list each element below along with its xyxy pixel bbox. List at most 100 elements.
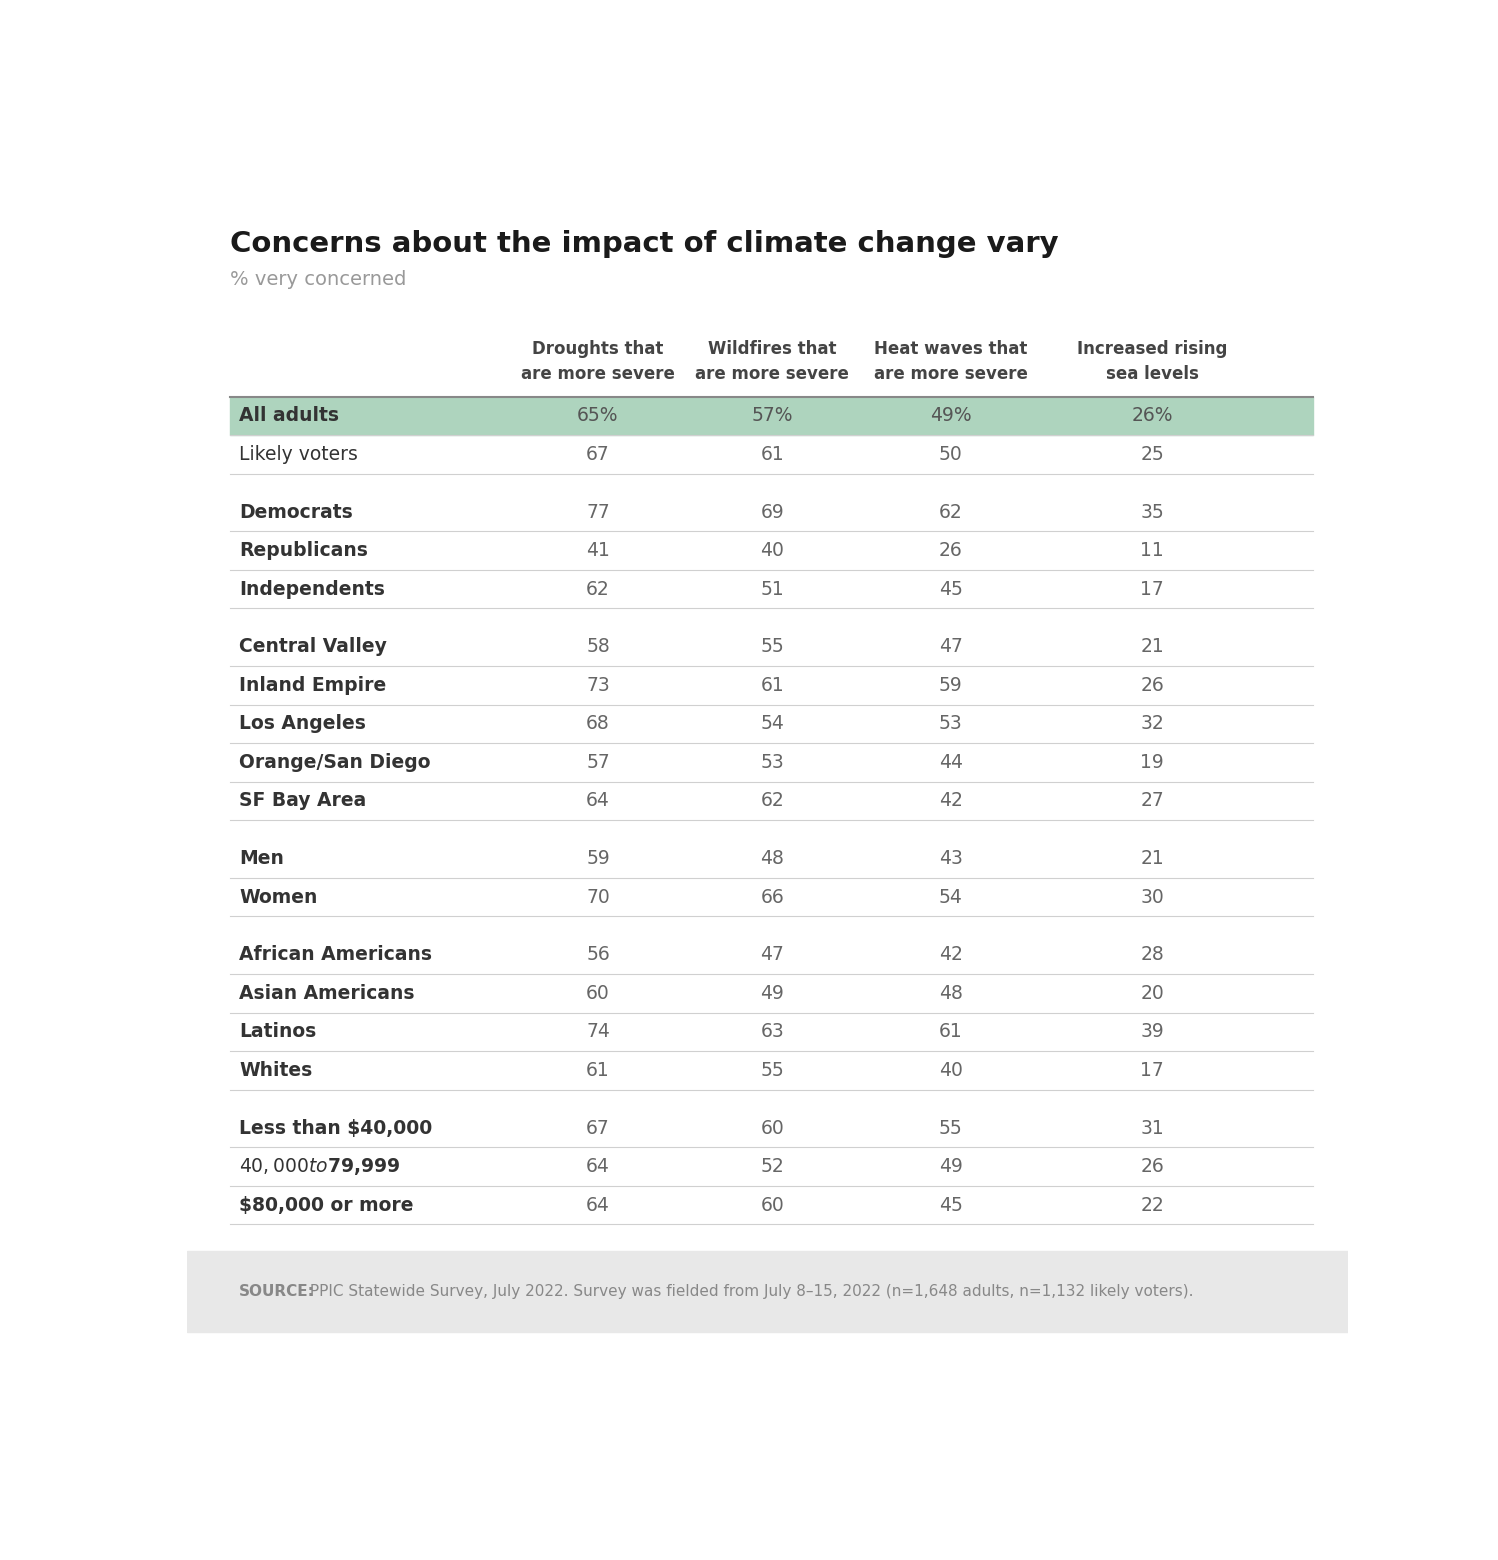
Text: 68: 68 xyxy=(586,714,610,733)
Text: Independents: Independents xyxy=(240,580,385,599)
Text: 28: 28 xyxy=(1140,945,1164,964)
Text: 30: 30 xyxy=(1140,888,1164,906)
Text: 39: 39 xyxy=(1140,1022,1164,1042)
Text: 64: 64 xyxy=(586,1158,610,1176)
Text: Orange/San Diego: Orange/San Diego xyxy=(240,753,431,772)
Text: 66: 66 xyxy=(761,888,785,906)
Text: 69: 69 xyxy=(761,502,785,521)
Text: Inland Empire: Inland Empire xyxy=(240,675,386,694)
Text: Republicans: Republicans xyxy=(240,541,369,560)
Bar xyxy=(229,396,1314,435)
Text: 27: 27 xyxy=(1140,791,1164,810)
Text: 20: 20 xyxy=(1140,984,1164,1003)
Text: Concerns about the impact of climate change vary: Concerns about the impact of climate cha… xyxy=(229,229,1059,257)
Text: 40: 40 xyxy=(939,1061,963,1080)
Text: 49: 49 xyxy=(761,984,785,1003)
Text: Likely voters: Likely voters xyxy=(240,445,358,463)
Text: 44: 44 xyxy=(939,753,963,772)
Text: Central Valley: Central Valley xyxy=(240,638,386,657)
Text: 55: 55 xyxy=(761,638,785,657)
Text: 67: 67 xyxy=(586,1119,610,1137)
Text: $80,000 or more: $80,000 or more xyxy=(240,1195,413,1215)
Text: Increased rising
sea levels: Increased rising sea levels xyxy=(1077,340,1227,384)
Text: 21: 21 xyxy=(1140,849,1164,867)
Text: 41: 41 xyxy=(586,541,610,560)
Text: 57%: 57% xyxy=(752,407,792,426)
Text: 42: 42 xyxy=(939,791,963,810)
Text: 26%: 26% xyxy=(1131,407,1173,426)
Text: 57: 57 xyxy=(586,753,610,772)
Text: 55: 55 xyxy=(761,1061,785,1080)
Text: 17: 17 xyxy=(1140,580,1164,599)
Text: 47: 47 xyxy=(761,945,785,964)
Text: % very concerned: % very concerned xyxy=(229,270,406,289)
Text: 65%: 65% xyxy=(577,407,619,426)
Text: 60: 60 xyxy=(761,1195,785,1215)
Text: 35: 35 xyxy=(1140,502,1164,521)
Text: 21: 21 xyxy=(1140,638,1164,657)
Text: PPIC Statewide Survey, July 2022. Survey was fielded from July 8–15, 2022 (n=1,6: PPIC Statewide Survey, July 2022. Survey… xyxy=(306,1284,1194,1299)
Text: Latinos: Latinos xyxy=(240,1022,316,1042)
Text: 77: 77 xyxy=(586,502,610,521)
Bar xyxy=(187,1251,1348,1332)
Text: 60: 60 xyxy=(761,1119,785,1137)
Text: Whites: Whites xyxy=(240,1061,313,1080)
Text: Los Angeles: Los Angeles xyxy=(240,714,366,733)
Text: 22: 22 xyxy=(1140,1195,1164,1215)
Text: 61: 61 xyxy=(939,1022,963,1042)
Text: 62: 62 xyxy=(939,502,963,521)
Text: 53: 53 xyxy=(761,753,785,772)
Text: SF Bay Area: SF Bay Area xyxy=(240,791,367,810)
Text: 60: 60 xyxy=(586,984,610,1003)
Text: 50: 50 xyxy=(939,445,963,463)
Text: 40: 40 xyxy=(761,541,785,560)
Text: 59: 59 xyxy=(939,675,963,694)
Text: Women: Women xyxy=(240,888,318,906)
Text: 17: 17 xyxy=(1140,1061,1164,1080)
Text: 54: 54 xyxy=(939,888,963,906)
Text: Droughts that
are more severe: Droughts that are more severe xyxy=(521,340,676,384)
Text: 61: 61 xyxy=(761,675,785,694)
Text: 26: 26 xyxy=(1140,675,1164,694)
Text: 62: 62 xyxy=(586,580,610,599)
Text: 59: 59 xyxy=(586,849,610,867)
Text: 45: 45 xyxy=(939,580,963,599)
Text: $40,000 to $79,999: $40,000 to $79,999 xyxy=(240,1156,400,1178)
Text: 42: 42 xyxy=(939,945,963,964)
Text: 56: 56 xyxy=(586,945,610,964)
Text: 62: 62 xyxy=(761,791,785,810)
Text: 51: 51 xyxy=(761,580,785,599)
Text: 64: 64 xyxy=(586,1195,610,1215)
Text: 47: 47 xyxy=(939,638,963,657)
Text: SOURCE:: SOURCE: xyxy=(240,1284,315,1299)
Text: Democrats: Democrats xyxy=(240,502,354,521)
Text: 26: 26 xyxy=(1140,1158,1164,1176)
Text: 63: 63 xyxy=(761,1022,785,1042)
Text: 48: 48 xyxy=(939,984,963,1003)
Text: 49: 49 xyxy=(939,1158,963,1176)
Text: 61: 61 xyxy=(761,445,785,463)
Text: 64: 64 xyxy=(586,791,610,810)
Text: Men: Men xyxy=(240,849,285,867)
Text: 26: 26 xyxy=(939,541,963,560)
Text: 70: 70 xyxy=(586,888,610,906)
Text: 49%: 49% xyxy=(930,407,971,426)
Text: 52: 52 xyxy=(761,1158,785,1176)
Text: 48: 48 xyxy=(761,849,785,867)
Text: All adults: All adults xyxy=(240,407,339,426)
Text: Wildfires that
are more severe: Wildfires that are more severe xyxy=(695,340,849,384)
Text: 58: 58 xyxy=(586,638,610,657)
Text: 54: 54 xyxy=(761,714,785,733)
Text: 32: 32 xyxy=(1140,714,1164,733)
Text: 61: 61 xyxy=(586,1061,610,1080)
Text: Less than $40,000: Less than $40,000 xyxy=(240,1119,433,1137)
Text: 25: 25 xyxy=(1140,445,1164,463)
Text: 74: 74 xyxy=(586,1022,610,1042)
Text: 45: 45 xyxy=(939,1195,963,1215)
Text: 73: 73 xyxy=(586,675,610,694)
Text: Asian Americans: Asian Americans xyxy=(240,984,415,1003)
Text: Heat waves that
are more severe: Heat waves that are more severe xyxy=(873,340,1028,384)
Text: 67: 67 xyxy=(586,445,610,463)
Text: 19: 19 xyxy=(1140,753,1164,772)
Text: 43: 43 xyxy=(939,849,963,867)
